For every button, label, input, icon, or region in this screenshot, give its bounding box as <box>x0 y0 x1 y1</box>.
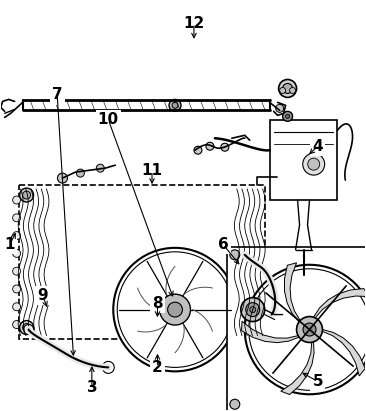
Circle shape <box>76 169 85 177</box>
Text: 2: 2 <box>152 360 163 375</box>
Circle shape <box>113 248 237 372</box>
Circle shape <box>245 265 366 394</box>
Polygon shape <box>314 289 366 318</box>
Polygon shape <box>284 263 300 322</box>
Polygon shape <box>322 330 365 376</box>
Circle shape <box>279 79 296 97</box>
Circle shape <box>245 335 255 344</box>
Circle shape <box>303 153 325 175</box>
Circle shape <box>299 274 307 282</box>
Circle shape <box>102 361 114 373</box>
Circle shape <box>169 99 181 111</box>
Text: 3: 3 <box>86 380 97 395</box>
Circle shape <box>274 172 285 182</box>
Circle shape <box>13 214 20 222</box>
Text: 5: 5 <box>313 374 323 389</box>
Circle shape <box>168 302 182 317</box>
Bar <box>270 120 337 200</box>
Text: 6: 6 <box>218 237 228 252</box>
Circle shape <box>20 188 34 202</box>
Circle shape <box>13 267 20 275</box>
Text: 7: 7 <box>52 88 63 102</box>
Circle shape <box>221 143 229 151</box>
Text: 11: 11 <box>142 163 163 178</box>
Circle shape <box>246 302 260 316</box>
Text: 12: 12 <box>183 16 205 31</box>
Circle shape <box>308 158 320 170</box>
Circle shape <box>303 323 316 336</box>
Circle shape <box>23 323 31 332</box>
Text: 10: 10 <box>98 112 119 127</box>
Circle shape <box>290 88 296 93</box>
Text: 1: 1 <box>4 237 15 252</box>
Circle shape <box>57 173 67 183</box>
Circle shape <box>13 232 20 240</box>
Circle shape <box>285 114 290 118</box>
Bar <box>227 247 366 411</box>
Circle shape <box>194 146 202 154</box>
Circle shape <box>230 250 240 260</box>
Circle shape <box>96 164 104 172</box>
Circle shape <box>206 142 214 150</box>
Circle shape <box>160 294 190 325</box>
Circle shape <box>241 298 265 321</box>
Circle shape <box>13 321 20 328</box>
Circle shape <box>20 321 34 335</box>
Circle shape <box>13 249 20 257</box>
Circle shape <box>250 307 256 313</box>
Text: 4: 4 <box>313 139 323 154</box>
Circle shape <box>23 191 31 199</box>
Circle shape <box>249 269 366 390</box>
Circle shape <box>117 252 233 367</box>
Circle shape <box>238 248 252 262</box>
Circle shape <box>283 83 292 93</box>
Circle shape <box>24 325 34 335</box>
Text: 9: 9 <box>37 288 48 303</box>
Circle shape <box>230 399 240 409</box>
Polygon shape <box>281 342 314 395</box>
Bar <box>19 185 265 339</box>
Circle shape <box>296 316 322 342</box>
Circle shape <box>13 285 20 293</box>
Polygon shape <box>242 321 299 343</box>
Circle shape <box>265 307 279 321</box>
Circle shape <box>280 88 285 93</box>
Circle shape <box>268 311 276 319</box>
Circle shape <box>13 196 20 204</box>
Circle shape <box>172 102 178 109</box>
Circle shape <box>283 111 292 121</box>
Circle shape <box>13 303 20 311</box>
Text: 8: 8 <box>152 296 163 311</box>
Circle shape <box>276 104 284 112</box>
